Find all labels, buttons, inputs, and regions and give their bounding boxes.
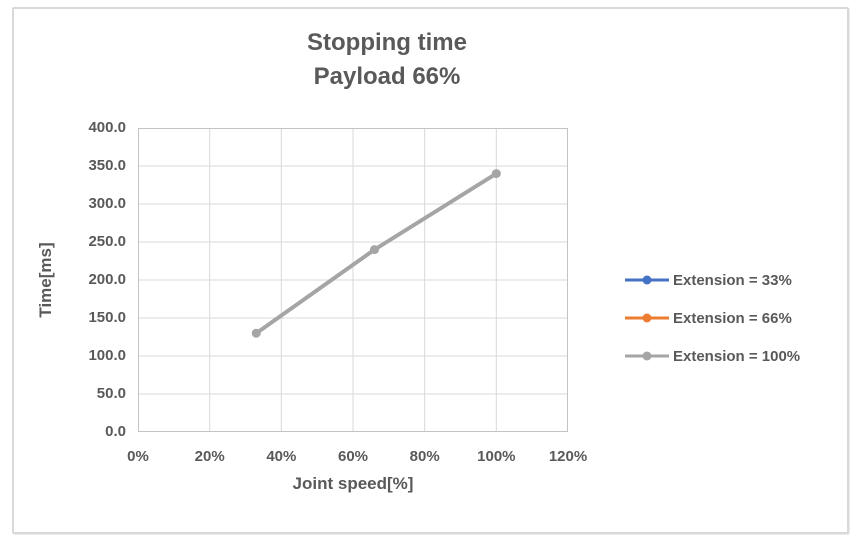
- x-tick-label: 120%: [548, 448, 588, 465]
- y-tick-label: 50.0: [96, 385, 126, 402]
- legend-item-label: Extension = 66%: [673, 309, 792, 327]
- y-tick-label: 200.0: [88, 271, 126, 288]
- legend-item: Extension = 100%: [624, 345, 800, 367]
- data-point-marker: [251, 328, 261, 338]
- legend-item: Extension = 33%: [624, 269, 800, 291]
- plot-area: [137, 127, 569, 433]
- legend-item: Extension = 66%: [624, 307, 800, 329]
- x-tick-label: 20%: [194, 448, 225, 465]
- y-tick-label: 0.0: [105, 423, 126, 440]
- x-axis-title: Joint speed[%]: [292, 474, 414, 493]
- x-tick-label: 40%: [266, 448, 297, 465]
- chart-title: Stopping time Payload 66%: [0, 26, 774, 94]
- x-tick-label: 100%: [477, 448, 516, 465]
- legend-marker-icon: [625, 313, 669, 323]
- y-tick-label: 400.0: [88, 119, 126, 136]
- legend-marker-icon: [625, 351, 669, 361]
- x-tick-label: 80%: [409, 448, 440, 465]
- y-tick-label: 250.0: [88, 233, 126, 250]
- legend-item-label: Extension = 100%: [673, 347, 801, 365]
- y-tick-label: 350.0: [88, 157, 126, 174]
- y-tick-label: 150.0: [88, 309, 126, 326]
- legend: Extension = 33% Extension = 66% Extension …: [624, 269, 800, 367]
- legend-marker-icon: [625, 275, 669, 285]
- x-tick-label: 60%: [337, 448, 369, 465]
- data-point-marker: [370, 245, 379, 255]
- plot-svg: [137, 127, 569, 433]
- x-tick-label: 0%: [127, 448, 149, 465]
- chart-title-line1: Stopping time: [307, 29, 467, 56]
- data-point-marker: [491, 169, 501, 179]
- plot-border: [138, 128, 568, 432]
- y-tick-label: 100.0: [88, 347, 126, 364]
- legend-item-label: Extension = 33%: [673, 271, 792, 289]
- y-tick-label: 300.0: [88, 195, 126, 212]
- chart-title-line2: Payload 66%: [313, 63, 461, 90]
